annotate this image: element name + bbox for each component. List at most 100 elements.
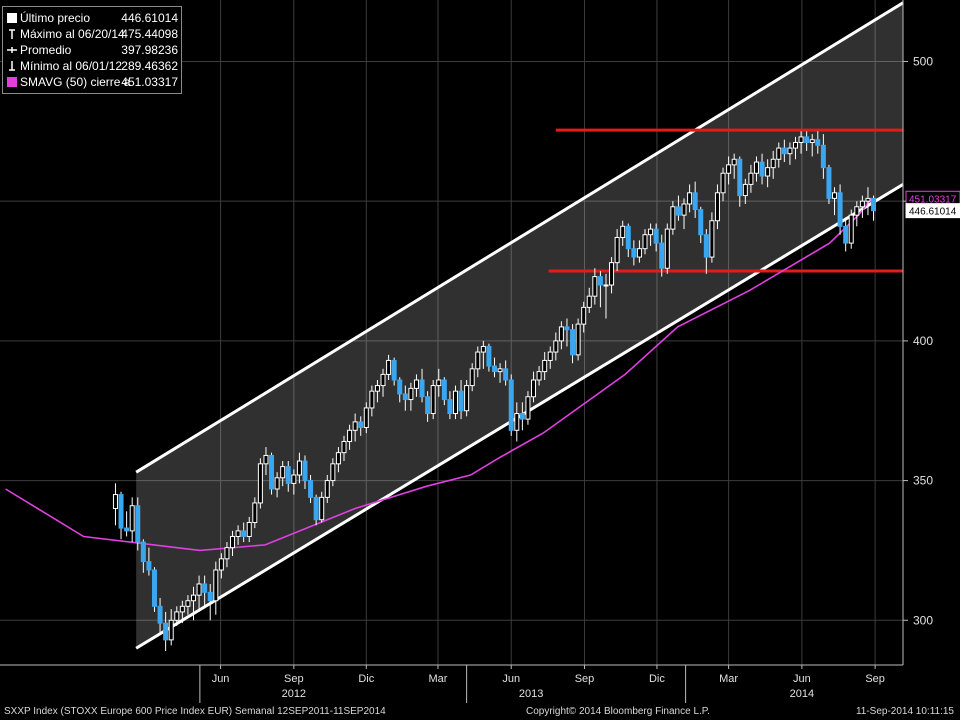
candle-body <box>112 494 118 510</box>
min-marker-icon <box>6 60 18 72</box>
square-icon <box>6 12 18 24</box>
candle-body <box>664 228 670 269</box>
candle-body <box>374 385 380 392</box>
candle-body <box>190 594 197 602</box>
candle-body <box>748 172 754 185</box>
x-tick-label: Sep <box>575 673 595 685</box>
candle-body <box>369 390 375 409</box>
candle-body <box>542 359 548 373</box>
candle-body <box>709 220 715 258</box>
candle-body <box>614 237 620 264</box>
candle-body <box>820 144 826 169</box>
x-year-label: 2013 <box>519 688 543 700</box>
footer-security: SXXP Index (STOXX Europe 600 Price Index… <box>4 706 386 717</box>
candle-body <box>742 183 748 197</box>
legend-label: Máximo al 06/20/14 <box>20 27 125 41</box>
candle-body <box>235 530 241 537</box>
channel-upper-line <box>135 1 904 474</box>
candle-body <box>781 147 787 155</box>
candle-body <box>687 192 693 205</box>
candle-body <box>274 477 280 490</box>
candle-body <box>553 340 559 353</box>
candle-body <box>503 368 509 381</box>
candle-body <box>675 206 681 216</box>
x-tick-label: Jun <box>502 673 520 685</box>
candle-body <box>308 480 314 498</box>
footer-timestamp: 11-Sep-2014 10:11:15 <box>855 706 954 717</box>
channel-lower-line <box>135 183 904 650</box>
candle-body <box>519 413 525 420</box>
candle-body <box>770 158 776 169</box>
candle-body <box>291 474 297 484</box>
y-tick-label: 300 <box>913 613 933 627</box>
candle-body <box>497 368 503 373</box>
candle-body <box>313 496 319 521</box>
candle-body <box>213 569 219 602</box>
candle-body <box>731 158 737 166</box>
candle-body <box>737 158 743 197</box>
x-tick-label: Jun <box>793 673 811 685</box>
candle-body <box>837 192 843 227</box>
level-lines-layer <box>548 128 903 273</box>
candle-body <box>609 262 615 286</box>
candle-body <box>486 345 492 367</box>
channel-layer <box>135 1 904 650</box>
candle-body <box>163 622 169 641</box>
legend-value: 451.03317 <box>121 75 178 89</box>
candle-body <box>558 326 564 342</box>
candle-body <box>157 605 163 624</box>
x-tick-label: Mar <box>719 673 738 685</box>
sma-line <box>5 197 873 552</box>
candle-body <box>252 502 258 523</box>
candle-body <box>720 172 726 194</box>
candle-body <box>246 522 252 537</box>
legend-row-max: Máximo al 06/20/14 475.44098 <box>3 26 181 42</box>
y-tick-label: 400 <box>913 334 933 348</box>
x-tick-label: Dic <box>649 673 665 685</box>
candle-body <box>508 379 514 431</box>
candle-body <box>296 460 302 476</box>
x-tick-label: Sep <box>284 673 304 685</box>
candle-body <box>648 228 654 236</box>
footer-bar: SXXP Index (STOXX Europe 600 Price Index… <box>0 703 960 720</box>
candle-body <box>358 421 364 429</box>
candle-body <box>135 505 141 543</box>
avg-marker-icon <box>6 44 18 56</box>
legend-value: 289.46362 <box>121 59 178 73</box>
candle-body <box>809 139 815 144</box>
candle-body <box>124 527 130 532</box>
candle-body <box>798 136 804 143</box>
candle-body <box>386 359 392 375</box>
candle-body <box>491 365 498 373</box>
legend: Último precio 446.61014 Máximo al 06/20/… <box>2 6 182 94</box>
candle-body <box>335 452 341 465</box>
candle-body <box>514 413 520 431</box>
candle-body <box>659 242 665 269</box>
candle-body <box>642 234 648 250</box>
candle-body <box>843 225 849 244</box>
candle-body <box>330 463 336 482</box>
candle-body <box>871 197 877 212</box>
candle-body <box>480 345 486 353</box>
candles-layer <box>112 131 877 652</box>
candle-body <box>625 225 631 250</box>
candle-body <box>263 454 269 465</box>
candle-body <box>581 306 587 325</box>
candle-body <box>196 583 202 596</box>
candle-body <box>753 161 759 174</box>
candle-body <box>230 535 236 549</box>
legend-row-min: Mínimo al 06/01/12 289.46362 <box>3 58 181 74</box>
legend-value: 475.44098 <box>121 27 178 41</box>
x-year-label: 2012 <box>282 688 306 700</box>
candle-body <box>531 379 537 398</box>
legend-row-sma: SMAVG (50) cierre a 451.03317 <box>3 74 181 90</box>
candle-body <box>653 228 659 244</box>
candle-body <box>792 142 799 149</box>
candle-body <box>597 276 603 286</box>
grid-layer <box>0 0 903 665</box>
price-tag-label: 451.03317 <box>909 194 957 205</box>
candle-body <box>257 463 263 504</box>
candle-body <box>408 387 414 401</box>
